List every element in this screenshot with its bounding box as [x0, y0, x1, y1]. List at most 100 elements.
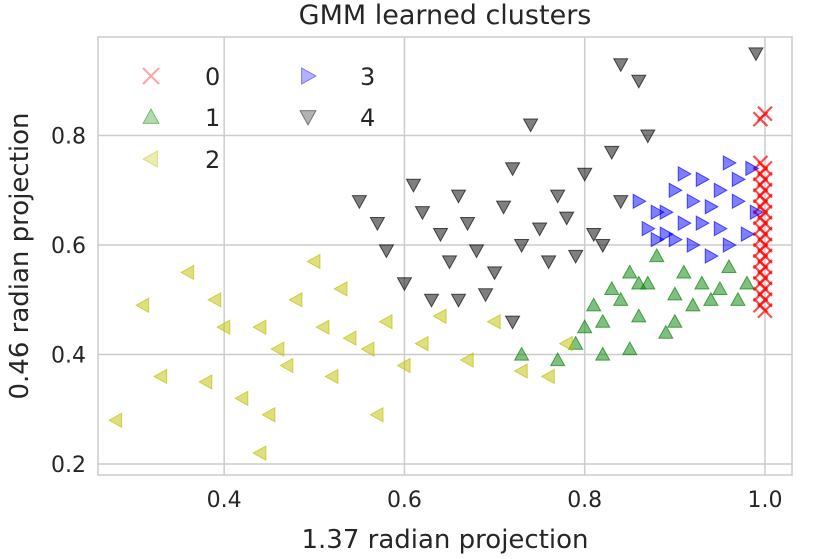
data-point	[666, 313, 683, 328]
y-tick-label: 0.2	[51, 453, 86, 478]
data-point	[739, 275, 755, 290]
data-point	[405, 178, 422, 193]
data-point	[722, 155, 737, 171]
legend: 0 1 2 3 4	[141, 63, 375, 174]
data-point	[752, 111, 769, 127]
data-point	[486, 313, 501, 330]
series-3	[632, 155, 764, 264]
data-point	[468, 244, 485, 259]
data-series	[107, 47, 773, 461]
data-point	[576, 319, 593, 334]
data-point	[585, 228, 602, 243]
data-point	[594, 346, 611, 361]
data-point	[694, 275, 710, 290]
data-point	[504, 315, 521, 330]
data-point	[585, 297, 602, 312]
data-point	[686, 237, 701, 253]
data-point	[749, 204, 764, 221]
data-point	[270, 341, 285, 357]
data-point	[594, 313, 611, 328]
series-0	[752, 105, 773, 319]
data-point	[396, 357, 411, 374]
plot-frame	[97, 36, 793, 476]
data-point	[657, 324, 674, 339]
data-point	[423, 293, 440, 308]
legend-label: 2	[205, 146, 220, 174]
data-point	[632, 193, 647, 210]
data-point	[639, 129, 656, 144]
data-point	[153, 368, 168, 385]
grid-lines	[98, 37, 792, 475]
data-point	[540, 368, 555, 385]
data-point	[432, 228, 449, 243]
data-point	[704, 198, 719, 215]
data-point	[369, 217, 386, 232]
y-axis-label: 0.46 radian projection	[5, 112, 35, 399]
data-point	[668, 231, 683, 248]
data-point	[721, 258, 737, 274]
legend-marker	[299, 110, 317, 127]
data-point	[612, 58, 629, 73]
data-point	[135, 297, 150, 314]
data-point	[261, 406, 276, 423]
data-point	[180, 264, 195, 281]
data-point	[576, 167, 593, 182]
data-point	[342, 330, 357, 346]
data-point	[495, 200, 512, 215]
x-tick-label: 0.8	[567, 488, 602, 513]
data-point	[333, 281, 348, 297]
legend-label: 1	[205, 104, 220, 132]
data-point	[234, 390, 249, 407]
y-tick-label: 0.6	[51, 234, 86, 259]
data-point	[306, 253, 321, 270]
data-point	[650, 231, 665, 248]
data-point	[641, 220, 656, 237]
data-point	[648, 247, 665, 263]
data-point	[713, 220, 728, 237]
data-point	[722, 237, 737, 253]
x-tick-label: 1.0	[747, 488, 782, 513]
data-point	[396, 277, 413, 292]
data-point	[704, 248, 719, 264]
data-point	[558, 335, 573, 352]
legend-marker	[141, 150, 158, 168]
data-point	[748, 47, 764, 62]
data-point	[486, 266, 503, 281]
data-point	[504, 162, 521, 177]
data-point	[315, 319, 330, 336]
data-point	[703, 291, 719, 306]
series-4	[351, 47, 764, 330]
data-point	[594, 238, 611, 254]
legend-label: 4	[360, 104, 375, 132]
data-point	[757, 302, 773, 319]
data-point	[549, 351, 566, 367]
data-point	[279, 357, 294, 374]
data-point	[666, 286, 683, 301]
data-point	[360, 341, 375, 357]
data-point	[695, 171, 710, 188]
data-point	[216, 319, 231, 336]
data-point	[612, 291, 629, 306]
data-point	[540, 255, 557, 270]
y-tick-label: 0.8	[51, 125, 86, 150]
data-point	[630, 74, 647, 89]
chart-title: GMM learned clusters	[299, 0, 592, 31]
data-point	[558, 211, 575, 226]
data-point	[252, 319, 267, 336]
x-tick-label: 0.4	[207, 488, 242, 513]
data-point	[731, 193, 746, 210]
data-point	[621, 341, 638, 356]
data-point	[695, 215, 710, 231]
legend-label: 0	[205, 63, 220, 91]
data-point	[603, 280, 620, 295]
data-point	[712, 280, 728, 295]
data-point	[731, 171, 746, 188]
data-point	[659, 226, 674, 242]
data-point	[378, 244, 395, 259]
series-2	[107, 253, 573, 461]
data-point	[650, 204, 665, 221]
data-point	[630, 275, 647, 290]
data-point	[685, 297, 701, 312]
data-point	[414, 335, 429, 352]
